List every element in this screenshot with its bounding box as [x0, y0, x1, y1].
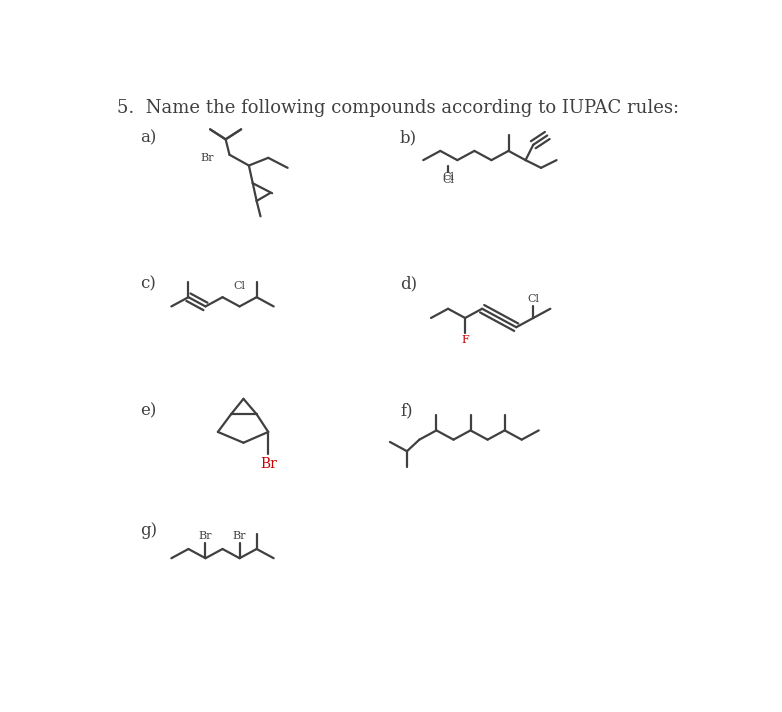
Text: F: F	[461, 335, 469, 345]
Text: c): c)	[141, 276, 156, 293]
Text: g): g)	[141, 522, 157, 539]
Text: b): b)	[400, 130, 417, 147]
Text: d): d)	[400, 276, 417, 293]
Text: Br: Br	[200, 153, 214, 163]
Text: a): a)	[141, 130, 156, 147]
Text: Br: Br	[233, 531, 246, 541]
Text: Cl: Cl	[527, 294, 540, 304]
Text: 5.  Name the following compounds according to IUPAC rules:: 5. Name the following compounds accordin…	[117, 98, 680, 117]
Text: Br: Br	[199, 531, 212, 541]
Text: Cl: Cl	[442, 174, 454, 184]
Text: Br: Br	[260, 456, 277, 471]
Text: f): f)	[400, 403, 413, 419]
Text: Cl: Cl	[234, 281, 246, 291]
Text: Cl: Cl	[442, 172, 454, 182]
Text: e): e)	[141, 403, 156, 419]
